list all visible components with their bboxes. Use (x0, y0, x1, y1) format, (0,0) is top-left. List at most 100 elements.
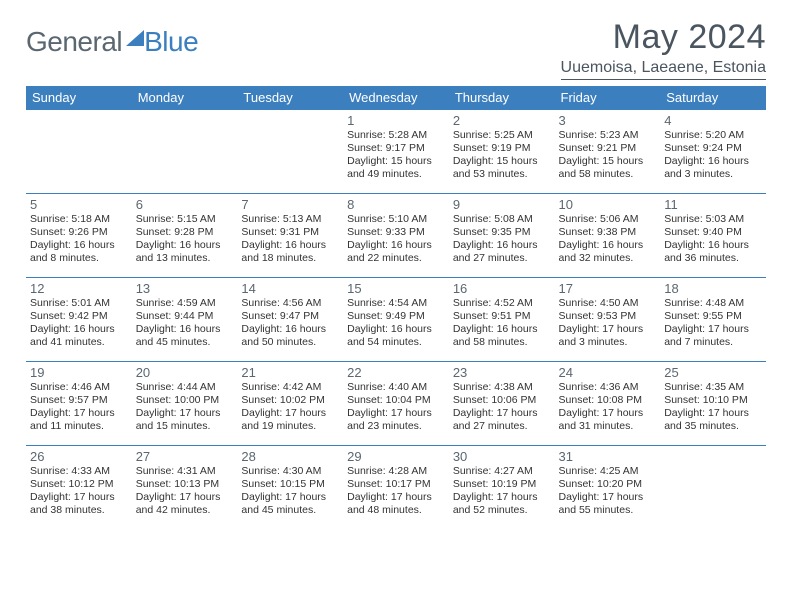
day-number: 3 (559, 113, 657, 128)
sunset-line: Sunset: 9:31 PM (241, 226, 339, 239)
day-number: 23 (453, 365, 551, 380)
sunset-line: Sunset: 9:40 PM (664, 226, 762, 239)
calendar-day-cell: 20Sunrise: 4:44 AMSunset: 10:00 PMDaylig… (132, 362, 238, 446)
sunrise-line: Sunrise: 4:27 AM (453, 465, 551, 478)
daylight-line: Daylight: 17 hours and 11 minutes. (30, 407, 128, 433)
sunrise-line: Sunrise: 5:15 AM (136, 213, 234, 226)
calendar-day-cell: 6Sunrise: 5:15 AMSunset: 9:28 PMDaylight… (132, 194, 238, 278)
weekday-header: Saturday (660, 86, 766, 110)
day-number: 6 (136, 197, 234, 212)
day-number: 30 (453, 449, 551, 464)
sunset-line: Sunset: 10:04 PM (347, 394, 445, 407)
calendar-week-row: 19Sunrise: 4:46 AMSunset: 9:57 PMDayligh… (26, 362, 766, 446)
weekday-header: Sunday (26, 86, 132, 110)
day-info: Sunrise: 4:44 AMSunset: 10:00 PMDaylight… (136, 381, 234, 434)
daylight-line: Daylight: 17 hours and 45 minutes. (241, 491, 339, 517)
day-info: Sunrise: 4:35 AMSunset: 10:10 PMDaylight… (664, 381, 762, 434)
daylight-line: Daylight: 17 hours and 35 minutes. (664, 407, 762, 433)
day-info: Sunrise: 5:25 AMSunset: 9:19 PMDaylight:… (453, 129, 551, 182)
day-number: 12 (30, 281, 128, 296)
sunset-line: Sunset: 9:19 PM (453, 142, 551, 155)
sunrise-line: Sunrise: 4:35 AM (664, 381, 762, 394)
daylight-line: Daylight: 15 hours and 53 minutes. (453, 155, 551, 181)
calendar-day-cell: 19Sunrise: 4:46 AMSunset: 9:57 PMDayligh… (26, 362, 132, 446)
sunset-line: Sunset: 9:24 PM (664, 142, 762, 155)
sunrise-line: Sunrise: 4:54 AM (347, 297, 445, 310)
day-info: Sunrise: 4:31 AMSunset: 10:13 PMDaylight… (136, 465, 234, 518)
calendar-day-cell (132, 110, 238, 194)
sunrise-line: Sunrise: 4:44 AM (136, 381, 234, 394)
location-label: Uuemoisa, Laeaene, Estonia (561, 59, 766, 77)
sunrise-line: Sunrise: 5:08 AM (453, 213, 551, 226)
calendar-week-row: 26Sunrise: 4:33 AMSunset: 10:12 PMDaylig… (26, 446, 766, 530)
sunset-line: Sunset: 10:15 PM (241, 478, 339, 491)
sunset-line: Sunset: 10:20 PM (559, 478, 657, 491)
daylight-line: Daylight: 17 hours and 7 minutes. (664, 323, 762, 349)
day-number: 2 (453, 113, 551, 128)
weekday-header: Friday (555, 86, 661, 110)
day-number: 9 (453, 197, 551, 212)
sunrise-line: Sunrise: 5:23 AM (559, 129, 657, 142)
day-info: Sunrise: 4:27 AMSunset: 10:19 PMDaylight… (453, 465, 551, 518)
day-number: 31 (559, 449, 657, 464)
day-number: 21 (241, 365, 339, 380)
brand-triangle-icon (126, 30, 144, 46)
calendar-day-cell: 29Sunrise: 4:28 AMSunset: 10:17 PMDaylig… (343, 446, 449, 530)
day-info: Sunrise: 5:23 AMSunset: 9:21 PMDaylight:… (559, 129, 657, 182)
daylight-line: Daylight: 17 hours and 42 minutes. (136, 491, 234, 517)
day-info: Sunrise: 4:42 AMSunset: 10:02 PMDaylight… (241, 381, 339, 434)
day-number: 14 (241, 281, 339, 296)
month-title: May 2024 (561, 18, 766, 57)
day-info: Sunrise: 5:06 AMSunset: 9:38 PMDaylight:… (559, 213, 657, 266)
sunset-line: Sunset: 9:51 PM (453, 310, 551, 323)
sunrise-line: Sunrise: 5:25 AM (453, 129, 551, 142)
sunrise-line: Sunrise: 4:48 AM (664, 297, 762, 310)
day-number: 16 (453, 281, 551, 296)
daylight-line: Daylight: 16 hours and 18 minutes. (241, 239, 339, 265)
sunset-line: Sunset: 9:49 PM (347, 310, 445, 323)
calendar-week-row: 12Sunrise: 5:01 AMSunset: 9:42 PMDayligh… (26, 278, 766, 362)
daylight-line: Daylight: 17 hours and 38 minutes. (30, 491, 128, 517)
weekday-header: Tuesday (237, 86, 343, 110)
daylight-line: Daylight: 16 hours and 13 minutes. (136, 239, 234, 265)
calendar-page: General Blue May 2024 Uuemoisa, Laeaene,… (0, 0, 792, 548)
sunset-line: Sunset: 10:12 PM (30, 478, 128, 491)
brand-logo: General Blue (26, 18, 198, 58)
weekday-header: Thursday (449, 86, 555, 110)
day-info: Sunrise: 5:20 AMSunset: 9:24 PMDaylight:… (664, 129, 762, 182)
sunset-line: Sunset: 9:26 PM (30, 226, 128, 239)
daylight-line: Daylight: 16 hours and 8 minutes. (30, 239, 128, 265)
daylight-line: Daylight: 16 hours and 32 minutes. (559, 239, 657, 265)
day-info: Sunrise: 5:10 AMSunset: 9:33 PMDaylight:… (347, 213, 445, 266)
sunrise-line: Sunrise: 4:40 AM (347, 381, 445, 394)
sunset-line: Sunset: 9:35 PM (453, 226, 551, 239)
brand-word-1: General (26, 26, 122, 58)
sunset-line: Sunset: 9:57 PM (30, 394, 128, 407)
day-number: 20 (136, 365, 234, 380)
calendar-header-row: SundayMondayTuesdayWednesdayThursdayFrid… (26, 86, 766, 110)
day-number: 7 (241, 197, 339, 212)
calendar-day-cell: 2Sunrise: 5:25 AMSunset: 9:19 PMDaylight… (449, 110, 555, 194)
day-number: 10 (559, 197, 657, 212)
day-info: Sunrise: 4:36 AMSunset: 10:08 PMDaylight… (559, 381, 657, 434)
calendar-day-cell (660, 446, 766, 530)
day-info: Sunrise: 4:40 AMSunset: 10:04 PMDaylight… (347, 381, 445, 434)
day-number: 29 (347, 449, 445, 464)
calendar-day-cell: 8Sunrise: 5:10 AMSunset: 9:33 PMDaylight… (343, 194, 449, 278)
daylight-line: Daylight: 16 hours and 54 minutes. (347, 323, 445, 349)
sunrise-line: Sunrise: 4:56 AM (241, 297, 339, 310)
sunrise-line: Sunrise: 4:25 AM (559, 465, 657, 478)
daylight-line: Daylight: 17 hours and 23 minutes. (347, 407, 445, 433)
day-number: 11 (664, 197, 762, 212)
day-number: 25 (664, 365, 762, 380)
calendar-table: SundayMondayTuesdayWednesdayThursdayFrid… (26, 86, 766, 530)
brand-word-2: Blue (144, 26, 198, 58)
calendar-day-cell: 16Sunrise: 4:52 AMSunset: 9:51 PMDayligh… (449, 278, 555, 362)
sunset-line: Sunset: 9:28 PM (136, 226, 234, 239)
day-info: Sunrise: 4:50 AMSunset: 9:53 PMDaylight:… (559, 297, 657, 350)
daylight-line: Daylight: 16 hours and 50 minutes. (241, 323, 339, 349)
sunrise-line: Sunrise: 4:36 AM (559, 381, 657, 394)
daylight-line: Daylight: 15 hours and 58 minutes. (559, 155, 657, 181)
header: General Blue May 2024 Uuemoisa, Laeaene,… (26, 18, 766, 80)
daylight-line: Daylight: 17 hours and 31 minutes. (559, 407, 657, 433)
